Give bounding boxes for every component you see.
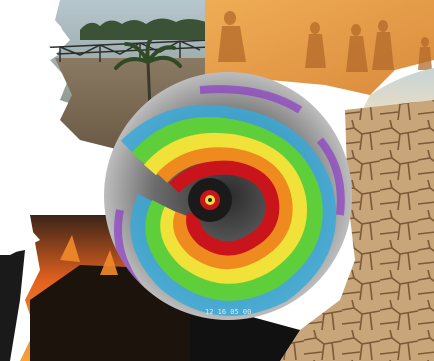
- torn-edge: [0, 0, 62, 255]
- cyclone-satellite-image: 12 16 05 00: [104, 72, 352, 320]
- people-silhouettes: [218, 11, 432, 72]
- satellite-timestamp: 12 16 05 00: [205, 308, 251, 316]
- drought-panel: [275, 68, 434, 361]
- flames: [60, 235, 118, 275]
- dust-storm-panel: [205, 0, 434, 95]
- bridge: [34, 39, 211, 62]
